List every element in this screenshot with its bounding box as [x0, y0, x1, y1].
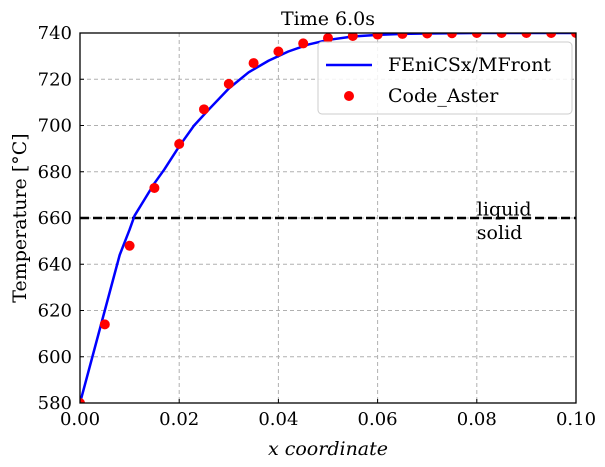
data-point-code-aster [124, 240, 135, 251]
y-tick-label: 680 [38, 162, 72, 183]
data-point-code-aster [471, 33, 482, 38]
legend-label-code-aster: Code_Aster [388, 85, 499, 107]
data-point-code-aster [223, 78, 234, 89]
data-point-code-aster [149, 182, 160, 193]
data-point-code-aster [521, 33, 532, 38]
legend-box [317, 41, 573, 115]
y-tick-label: 700 [38, 116, 72, 137]
x-axis-label-text: x coordinate [268, 438, 388, 460]
data-point-code-aster [496, 33, 507, 38]
annotation-solid: solid [477, 222, 523, 244]
data-point-code-aster [99, 319, 110, 330]
data-point-code-aster [199, 104, 209, 115]
data-point-code-aster [298, 38, 309, 49]
x-tick-label: 0.04 [258, 409, 298, 430]
y-tick-label: 600 [38, 347, 72, 368]
x-tick-label: 0.06 [358, 409, 398, 430]
data-point-code-aster [174, 139, 185, 149]
annotation-liquid: liquid [477, 199, 532, 221]
y-tick-label: 720 [38, 69, 72, 90]
legend: FEniCSx/MFront Code_Aster [317, 41, 573, 115]
x-axis-label: x coordinate [268, 438, 388, 460]
y-tick-label: 640 [38, 254, 72, 275]
data-point-code-aster [422, 33, 433, 39]
x-tick-label: 0.00 [60, 409, 100, 430]
axis-ticks: 0.00 0.02 0.04 0.06 0.08 0.10 580 600 620 640 660 6… [38, 23, 596, 430]
data-point-code-aster [323, 33, 333, 44]
data-point-code-aster [571, 33, 576, 38]
y-axis-label: Temperature [°C] [9, 133, 31, 302]
data-point-code-aster [347, 33, 358, 42]
data-point-code-aster [80, 398, 85, 403]
legend-label-fenicsx: FEniCSx/MFront [388, 54, 551, 76]
data-point-code-aster [248, 58, 259, 69]
y-tick-label: 740 [38, 23, 72, 44]
legend-marker-swatch [344, 91, 354, 101]
data-point-code-aster [273, 46, 284, 57]
data-point-code-aster [397, 33, 408, 39]
y-tick-label: 660 [38, 208, 72, 229]
chart-title: Time 6.0s [281, 8, 375, 30]
y-tick-label: 620 [38, 301, 72, 322]
data-point-code-aster [546, 33, 557, 38]
y-tick-label: 580 [38, 393, 72, 414]
data-point-code-aster [372, 33, 383, 40]
x-tick-label: 0.10 [556, 409, 596, 430]
data-point-code-aster [447, 33, 457, 39]
x-tick-label: 0.02 [159, 409, 199, 430]
x-tick-label: 0.08 [457, 409, 497, 430]
